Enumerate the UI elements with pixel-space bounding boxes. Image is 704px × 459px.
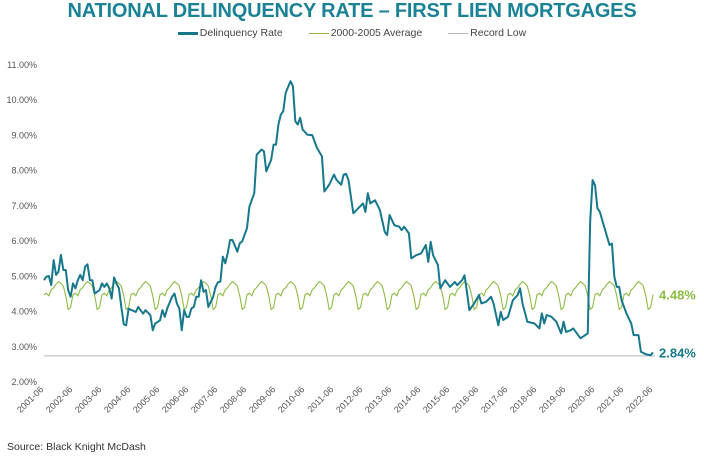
x-tick-label: 2016-06 <box>450 384 480 414</box>
x-tick-label: 2010-06 <box>276 384 306 414</box>
x-tick-label: 2014-06 <box>392 384 422 414</box>
legend: Delinquency Rate 2000-2005 Average Recor… <box>0 27 704 39</box>
x-tick-label: 2001-06 <box>15 384 45 414</box>
legend-item-delinquency: Delinquency Rate <box>177 27 283 39</box>
x-tick-label: 2003-06 <box>73 384 103 414</box>
y-tick-label: 5.00% <box>11 271 37 281</box>
x-tick-label: 2005-06 <box>131 384 161 414</box>
x-tick-label: 2020-06 <box>566 384 596 414</box>
x-tick-label: 2013-06 <box>363 384 393 414</box>
y-tick-label: 6.00% <box>11 236 37 246</box>
x-tick-label: 2015-06 <box>421 384 451 414</box>
y-tick-label: 11.00% <box>7 60 37 70</box>
x-tick-label: 2011-06 <box>305 384 335 414</box>
y-tick-label: 10.00% <box>6 95 37 105</box>
x-tick-label: 2012-06 <box>334 384 364 414</box>
x-tick-label: 2019-06 <box>537 384 567 414</box>
x-tick-label: 2008-06 <box>218 384 248 414</box>
x-tick-label: 2007-06 <box>189 384 219 414</box>
x-tick-label: 2018-06 <box>508 384 538 414</box>
x-tick-label: 2017-06 <box>479 384 509 414</box>
x-tick-label: 2009-06 <box>247 384 277 414</box>
legend-swatch-record-low <box>448 32 469 34</box>
y-tick-label: 2.00% <box>11 377 37 387</box>
legend-swatch-average <box>308 32 329 34</box>
delinquency-line <box>43 80 654 357</box>
legend-label: Delinquency Rate <box>199 27 283 39</box>
x-tick-label: 2022-06 <box>624 384 654 414</box>
source-note: Source: Black Knight McDash <box>7 441 146 453</box>
legend-label: 2000-2005 Average <box>330 27 423 39</box>
y-tick-label: 3.00% <box>11 342 37 352</box>
legend-item-average: 2000-2005 Average <box>308 27 423 39</box>
legend-item-record-low: Record Low <box>448 27 526 39</box>
average-line <box>43 280 654 311</box>
y-tick-label: 9.00% <box>11 130 37 140</box>
delinquency-end-label: 2.84% <box>659 345 696 360</box>
average-end-label: 4.48% <box>659 288 696 303</box>
y-tick-label: 4.00% <box>11 307 37 317</box>
x-tick-label: 2004-06 <box>102 384 132 414</box>
x-tick-label: 2002-06 <box>44 384 74 414</box>
legend-swatch-delinquency <box>177 31 198 35</box>
y-tick-label: 8.00% <box>11 166 37 176</box>
chart-title: NATIONAL DELINQUENCY RATE – FIRST LIEN M… <box>67 0 637 22</box>
y-tick-label: 7.00% <box>11 201 37 211</box>
x-tick-label: 2006-06 <box>160 384 190 414</box>
x-tick-label: 2021-06 <box>595 384 625 414</box>
legend-label: Record Low <box>470 27 527 39</box>
